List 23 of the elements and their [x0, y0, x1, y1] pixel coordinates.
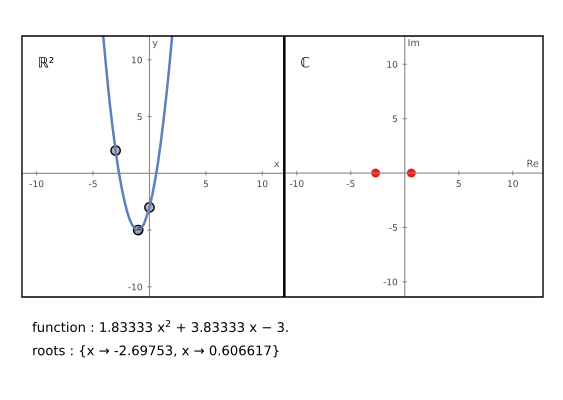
- x-tick-label: -10: [30, 180, 44, 188]
- x-tick-label: 5: [204, 180, 208, 188]
- y-tick-label: 5: [137, 113, 142, 120]
- text: roots : {x → -2.69753, x → 0.606617}: [33, 345, 279, 358]
- x-axis-title: x: [274, 162, 280, 168]
- y-axis-title: y: [152, 40, 158, 48]
- x-tick-label: 5: [456, 180, 461, 187]
- x-tick-label: 10: [258, 180, 268, 188]
- annotation: ℝ²: [39, 57, 54, 68]
- y-tick-label: 5: [392, 116, 398, 122]
- x-tick-label: -5: [88, 180, 97, 188]
- text: function : 1.83333 x$^{2}$ + 3.83333 x − 3.: [32, 320, 288, 332]
- x-axis-title: Re: [528, 160, 538, 167]
- y-tick-label: -5: [389, 224, 398, 231]
- y-tick-label: -10: [128, 284, 142, 290]
- x-tick-label: 10: [508, 180, 518, 187]
- y-tick-label: 10: [387, 61, 398, 68]
- y-axis-title: Im: [408, 39, 420, 46]
- y-tick-label: 10: [132, 56, 142, 64]
- x-tick-label: -10: [290, 180, 304, 187]
- x-tick-label: -5: [346, 180, 354, 187]
- annotation: ℂ: [301, 57, 310, 68]
- y-tick-label: -10: [384, 278, 398, 286]
